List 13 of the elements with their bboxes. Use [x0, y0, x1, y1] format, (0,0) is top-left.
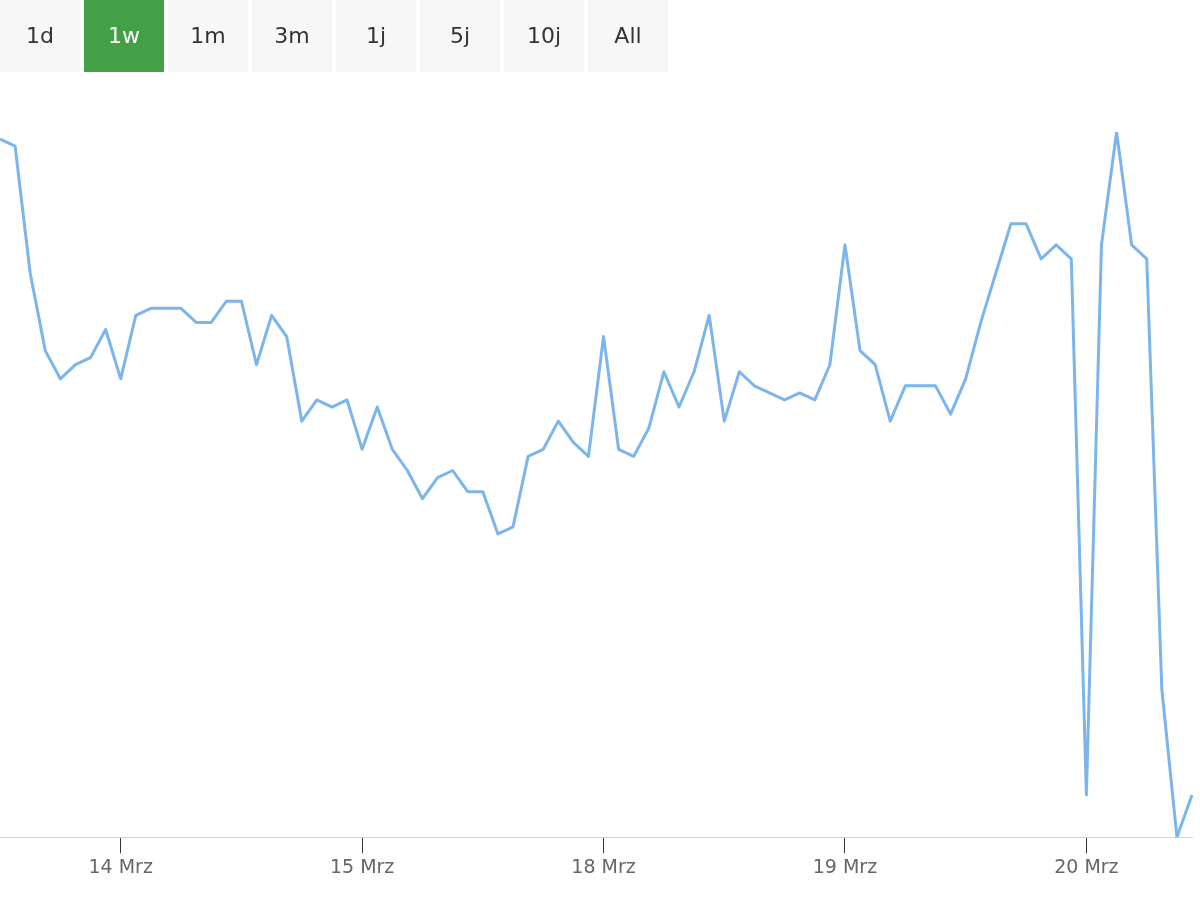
- text: 10j: [504, 0, 584, 72]
- x-tick-label: 20 Mrz: [1054, 854, 1119, 877]
- x-tick-label: 19 Mrz: [812, 854, 878, 877]
- text: 1j: [336, 0, 416, 72]
- text: 1d: [0, 0, 80, 72]
- text: 1w: [84, 0, 164, 72]
- x-tick-label: 15 Mrz: [329, 854, 395, 877]
- text: 3m: [252, 0, 332, 72]
- text: All: [588, 0, 668, 72]
- x-tick-label: 18 Mrz: [571, 854, 636, 877]
- text: 1m: [168, 0, 248, 72]
- x-tick-label: 14 Mrz: [88, 854, 153, 877]
- text: 5j: [420, 0, 500, 72]
